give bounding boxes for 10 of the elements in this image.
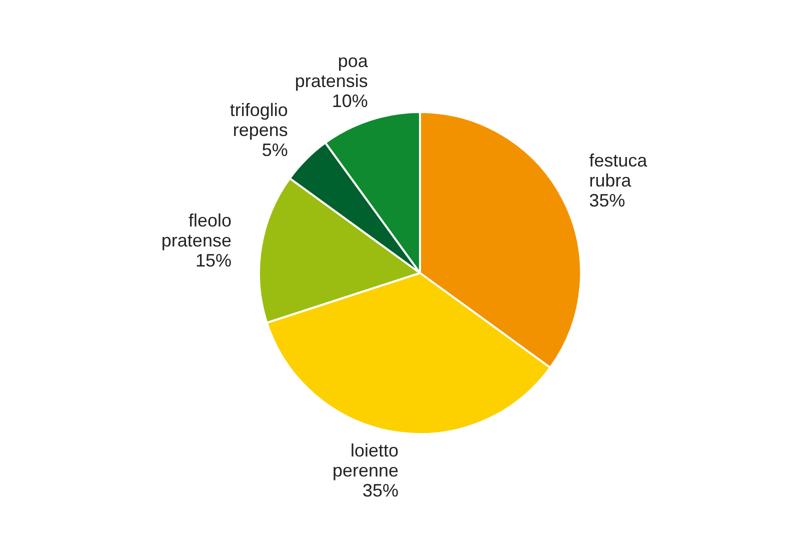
slice-label: trifoglio repens xyxy=(230,100,288,140)
slice-label: festuca rubra xyxy=(589,150,648,191)
data-label: 10% xyxy=(332,90,368,111)
slice-label: poa pratensis xyxy=(294,50,369,91)
data-label: 15% xyxy=(195,250,232,271)
data-label: 35% xyxy=(362,480,399,500)
slice-label: loietto perenne xyxy=(332,440,399,480)
data-label: 5% xyxy=(262,140,288,160)
slice-label: fleolo pratense xyxy=(161,210,232,251)
data-label: 35% xyxy=(589,190,626,211)
